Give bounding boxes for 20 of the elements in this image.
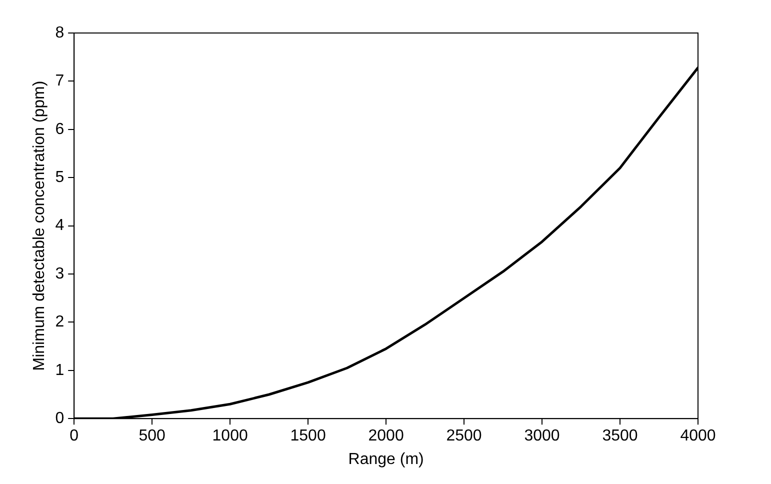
x-tick-label: 3000 xyxy=(524,428,560,445)
x-axis-title: Range (m) xyxy=(348,450,424,468)
y-tick-label: 2 xyxy=(55,314,64,331)
x-tick-label: 2500 xyxy=(446,428,482,445)
y-axis-title: Minimum detectable concentration (ppm) xyxy=(31,80,48,371)
y-tick-label: 3 xyxy=(55,265,64,282)
y-tick-label: 4 xyxy=(55,217,64,234)
y-tick-label: 0 xyxy=(55,410,64,428)
x-tick-label: 4000 xyxy=(680,428,716,445)
x-tick-label: 3500 xyxy=(602,428,638,445)
x-tick-label: 0 xyxy=(70,428,79,445)
y-tick-label: 7 xyxy=(55,72,64,90)
x-tick-label: 500 xyxy=(138,428,166,445)
x-tick-label: 1000 xyxy=(212,428,248,445)
y-tick-label: 8 xyxy=(55,24,64,42)
y-tick-label: 1 xyxy=(55,362,64,379)
x-tick-label: 1500 xyxy=(290,428,326,445)
y-tick-label: 6 xyxy=(55,120,64,138)
y-tick-label: 5 xyxy=(55,169,64,186)
x-tick-label: 2000 xyxy=(368,428,404,445)
